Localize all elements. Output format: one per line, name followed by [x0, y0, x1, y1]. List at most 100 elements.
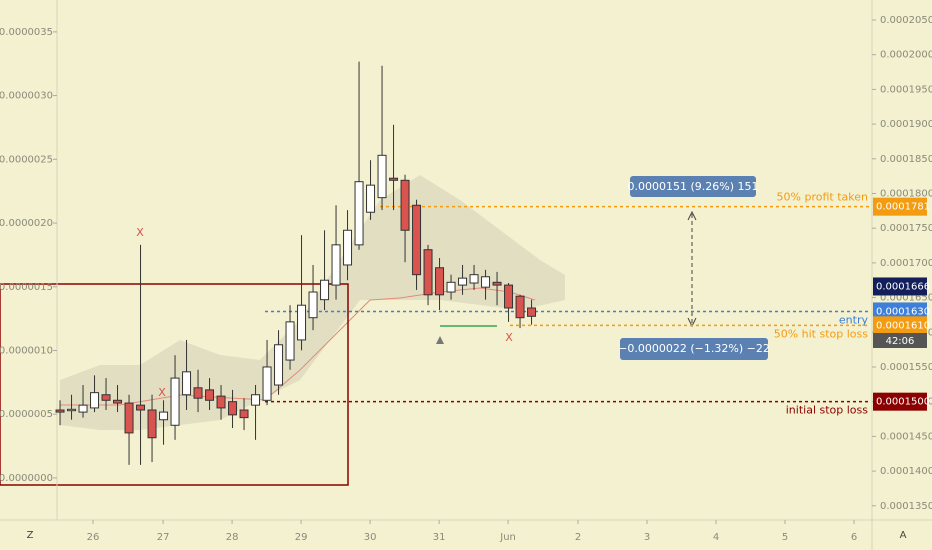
x-tick-label: 30: [364, 532, 377, 543]
low-marker-triangle: [436, 336, 444, 344]
corner-label: A: [900, 530, 907, 541]
candle-body: [251, 394, 261, 406]
candle-body: [136, 404, 146, 411]
y2-tick-label: -0.0000000: [0, 473, 53, 484]
candle-body: [147, 409, 157, 439]
x-tick-label: 26: [87, 532, 100, 543]
candle-body: [331, 244, 341, 286]
y-tick-label: 0.0001800: [880, 188, 932, 199]
candle-body: [285, 321, 295, 361]
candle-body: [205, 389, 215, 401]
time-tag: [873, 333, 927, 348]
y-tick-label: 0.0001700: [880, 258, 932, 269]
marker: X: [136, 226, 144, 239]
level-text: initial stop loss: [786, 404, 869, 417]
candle-body: [78, 404, 88, 413]
candle-body: [320, 279, 330, 301]
x-tick-label: 4: [713, 532, 719, 543]
y-tick-label: 0.0002000: [880, 50, 932, 61]
y2-tick-label: 0.0000005: [0, 409, 53, 420]
y-tick-label: 0.0001450: [880, 431, 932, 442]
level-text: 50% profit taken: [777, 191, 868, 204]
candle-body: [182, 371, 192, 396]
candle-body: [400, 179, 410, 231]
level-text: 50% hit stop loss: [774, 327, 869, 340]
price-tag-label: 0.0001500: [876, 397, 930, 408]
corner-label: Z: [27, 530, 34, 541]
y-tick-label: 0.0001850: [880, 154, 932, 165]
y-tick-label: 0.0001950: [880, 84, 932, 95]
candle-body: [366, 184, 376, 213]
price-tag-label: 0.0001666: [876, 281, 930, 292]
candle-body: [113, 399, 123, 404]
candle-body: [170, 377, 180, 426]
candle-body: [469, 274, 479, 284]
price-tag: [873, 302, 927, 321]
y-tick-label: 0.0001650: [880, 293, 932, 304]
candle-body: [90, 392, 100, 409]
candle-body: [124, 402, 134, 434]
y-tick-label: 0.0001550: [880, 362, 932, 373]
candle-body: [228, 401, 238, 416]
y2-tick-label: 0.0000015: [0, 282, 53, 293]
x-tick-label: 29: [295, 532, 308, 543]
x-tick-label: 31: [433, 532, 446, 543]
candle-body: [435, 267, 445, 296]
candle-body: [308, 291, 318, 319]
candle-body: [412, 204, 422, 276]
price-tag: [873, 197, 927, 216]
candle-body: [297, 304, 307, 341]
candle-body: [101, 394, 111, 401]
annotation: 0.0000151 (9.26%) 151: [627, 180, 758, 193]
y2-tick-label: 0.0000010: [0, 345, 53, 356]
x-tick-label: Jun: [499, 532, 516, 543]
candle-body: [239, 409, 249, 419]
range-box: [0, 283, 349, 486]
candle-body: [504, 284, 514, 309]
candle-body: [389, 177, 399, 181]
level-text: entry: [839, 313, 869, 326]
price-tag: [873, 392, 927, 411]
candle-body: [446, 281, 456, 293]
x-tick-label: 3: [644, 532, 650, 543]
y-tick-label: 0.0001900: [880, 119, 932, 130]
y2-tick-label: 0.0000035: [0, 27, 53, 38]
annotation-box: [620, 338, 768, 360]
candle-body: [527, 307, 537, 317]
marker: X: [505, 331, 513, 344]
annotation: −0.0000022 (−1.32%) −22: [618, 342, 770, 355]
candle-body: [377, 154, 387, 199]
candle-body: [423, 249, 433, 296]
candle-body: [262, 366, 272, 401]
candle-body: [67, 408, 77, 412]
annotation-box: [630, 176, 756, 197]
price-tag-label: 0.0001610: [876, 320, 930, 331]
y2-tick-label: 0.0000020: [0, 218, 53, 229]
candle-body: [159, 411, 169, 421]
candle-body: [274, 344, 284, 386]
candle-body: [193, 387, 203, 399]
y-tick-label: 0.0001350: [880, 501, 932, 512]
x-tick-label: 6: [851, 532, 857, 543]
time-tag-label: 42:06: [886, 336, 915, 347]
y-tick-label: 0.0001750: [880, 223, 932, 234]
candle-body: [55, 409, 65, 413]
candle-body: [343, 229, 353, 266]
x-tick-label: 2: [575, 532, 581, 543]
price-tag-label: 0.0001630: [876, 306, 930, 317]
marker: X: [158, 386, 166, 399]
candle-body: [481, 276, 491, 288]
price-tag: [873, 277, 927, 296]
candle-body: [515, 295, 525, 319]
x-tick-label: 27: [157, 532, 170, 543]
candle-body: [354, 181, 364, 246]
y-tick-label: 0.0001400: [880, 466, 932, 477]
x-tick-label: 5: [782, 532, 788, 543]
price-tag: [873, 316, 927, 335]
price-tag-label: 0.0001781: [876, 202, 930, 213]
candle-body: [492, 281, 502, 286]
y-tick-label: 0.0002050: [880, 15, 932, 26]
candle-body: [216, 395, 226, 409]
x-tick-label: 28: [226, 532, 239, 543]
